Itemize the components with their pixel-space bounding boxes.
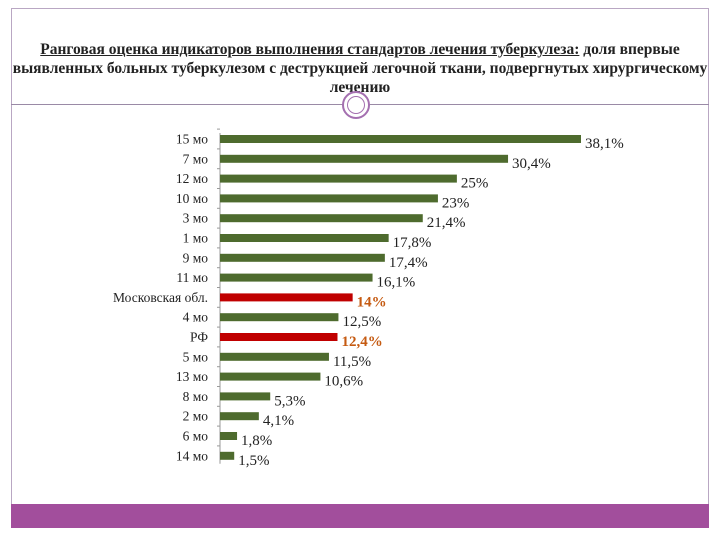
category-label: 3 мо <box>183 211 209 226</box>
bar-15 <box>220 412 259 421</box>
bar-13 <box>220 372 321 381</box>
value-label: 17,8% <box>393 235 432 251</box>
category-label: 13 мо <box>176 369 208 384</box>
bar-11 <box>220 333 338 341</box>
bar-1 <box>220 135 581 143</box>
category-label: 9 мо <box>183 250 209 265</box>
value-label: 30,4% <box>512 156 551 172</box>
category-label: 12 мо <box>176 171 208 186</box>
bar-7 <box>220 253 385 262</box>
bar-17 <box>220 451 235 460</box>
category-label: 8 мо <box>183 389 209 404</box>
value-label: 16,1% <box>377 275 416 291</box>
bar-16 <box>220 432 238 440</box>
category-label: Московская обл. <box>113 290 208 305</box>
value-label: 1,5% <box>238 453 269 469</box>
title-underlined-part: Ранговая оценка индикаторов выполнения с… <box>40 41 580 58</box>
bar-2 <box>220 154 509 163</box>
value-label: 11,5% <box>333 354 371 370</box>
category-label: РФ <box>190 330 208 345</box>
category-label: 15 мо <box>176 132 208 147</box>
category-label: 2 мо <box>183 409 209 424</box>
bar-3 <box>220 174 457 183</box>
footer-band <box>11 504 709 528</box>
category-label: 6 мо <box>183 429 209 444</box>
chart-title: Ранговая оценка индикаторов выполнения с… <box>0 40 720 97</box>
category-label: 10 мо <box>176 191 208 206</box>
category-label: 14 мо <box>176 448 208 463</box>
bar-14 <box>220 392 271 401</box>
bar-10 <box>220 313 339 322</box>
title-rest: доля впервые выявленных больных туберкул… <box>12 41 708 96</box>
decorative-circle-icon <box>342 91 370 119</box>
category-label: 4 мо <box>183 310 209 325</box>
category-label: 5 мо <box>183 349 209 364</box>
value-label: 5,3% <box>274 393 305 409</box>
value-label: 14% <box>357 294 387 310</box>
bar-8 <box>220 273 373 282</box>
bar-12 <box>220 352 329 361</box>
value-label: 17,4% <box>389 255 428 271</box>
category-label: 7 мо <box>183 151 209 166</box>
value-label: 4,1% <box>263 413 294 429</box>
category-label: 1 мо <box>183 231 209 246</box>
value-label: 12,5% <box>342 314 381 330</box>
bar-9 <box>220 293 353 302</box>
value-label: 25% <box>461 176 489 192</box>
bar-6 <box>220 234 389 242</box>
bar-5 <box>220 214 423 223</box>
category-label: 11 мо <box>176 270 208 285</box>
value-label: 12,4% <box>341 334 382 350</box>
value-label: 1,8% <box>241 433 272 449</box>
value-label: 38,1% <box>585 136 624 152</box>
value-label: 21,4% <box>427 215 466 231</box>
value-label: 10,6% <box>324 374 363 390</box>
bar-4 <box>220 194 438 203</box>
value-label: 23% <box>442 195 470 211</box>
